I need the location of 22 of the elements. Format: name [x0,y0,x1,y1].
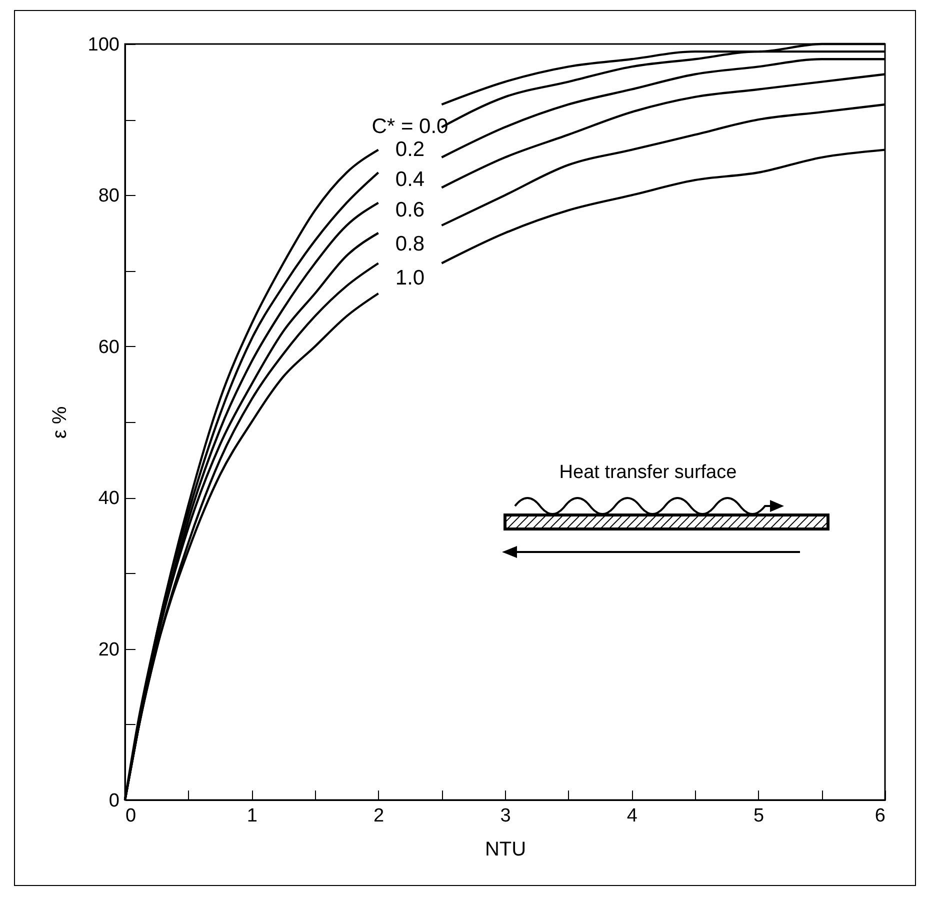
x-axis-title: NTU [484,838,526,860]
x-tick-label: 0 [126,806,136,826]
x-tick-label: 1 [246,806,258,826]
annotation: Heat transfer surface [559,462,737,483]
annotation: 1.0 [395,266,425,290]
annotation: 0.6 [395,198,425,222]
x-tick-label: 2 [374,806,384,826]
x-tick-label: 3 [500,806,511,826]
y-tick-label: 60 [98,336,120,358]
annotation: 0.8 [395,232,425,256]
annotation: 0.4 [395,168,425,192]
x-tick-label: 4 [626,806,638,826]
y-tick-label: 100 [88,34,120,56]
y-axis-title: ε % [48,406,71,439]
y-tick-label: 40 [98,488,120,510]
y-tick-label: 0 [108,790,120,812]
annotation: 0.2 [395,138,425,161]
annotation: C* = 0.0 [372,115,448,138]
y-tick-label: 80 [98,186,120,207]
x-tick-label: 6 [874,806,886,826]
x-tick-label: 5 [754,806,764,826]
y-tick-label: 20 [98,639,120,660]
